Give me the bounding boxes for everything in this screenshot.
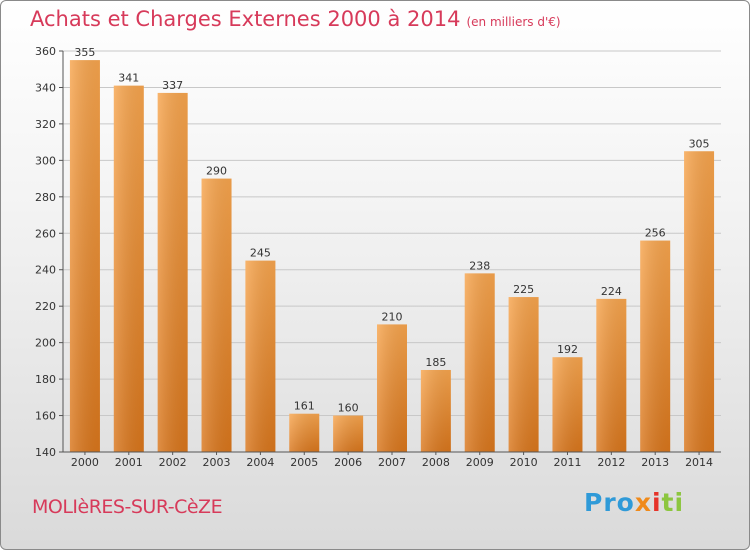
bar-sheen — [113, 85, 144, 452]
chart-title: Achats et Charges Externes 2000 à 2014 (e… — [30, 7, 561, 31]
x-tick-label: 2013 — [641, 456, 669, 469]
bar-sheen — [69, 60, 100, 452]
bar-value-label: 256 — [645, 227, 666, 240]
bar-sheen — [464, 273, 495, 452]
bar-sheen — [333, 415, 364, 452]
bars — [69, 60, 715, 452]
bar-sheen — [596, 298, 627, 452]
axes — [59, 50, 721, 455]
y-tick-label: 180 — [35, 373, 56, 386]
bar-sheen — [508, 297, 539, 452]
x-tick-label: 2000 — [71, 456, 99, 469]
labels: 140 160 180 200 220 240 260 280 300 320 340 360 355 2… — [35, 45, 713, 469]
y-tick-label: 160 — [35, 410, 56, 423]
bar-sheen — [377, 324, 407, 452]
y-tick-label: 320 — [35, 118, 56, 131]
logo-part-1: Pro — [584, 488, 635, 517]
bar-value-label: 192 — [557, 343, 578, 356]
x-tick-label: 2003 — [203, 456, 231, 469]
bar-value-label: 337 — [162, 79, 183, 92]
bar-value-label: 210 — [382, 310, 403, 323]
bar-value-label: 238 — [469, 259, 490, 272]
x-tick-label: 2001 — [115, 456, 143, 469]
y-tick-label: 220 — [35, 300, 56, 313]
x-tick-label: 2009 — [466, 456, 494, 469]
x-tick-label: 2005 — [290, 456, 318, 469]
logo-part-3: i — [651, 488, 662, 517]
bar-sheen — [289, 413, 320, 452]
x-tick-label: 2007 — [378, 456, 406, 469]
bar-value-label: 185 — [425, 356, 446, 369]
bar-value-label: 290 — [206, 165, 227, 178]
bar-sheen — [245, 260, 276, 452]
bar-value-label: 341 — [118, 72, 139, 85]
bar-value-label: 245 — [250, 247, 271, 260]
y-tick-label: 280 — [35, 191, 56, 204]
y-tick-label: 140 — [35, 446, 56, 459]
bar-value-label: 161 — [294, 400, 315, 413]
proxiti-logo: Proxiti — [584, 488, 684, 517]
x-tick-label: 2010 — [510, 456, 538, 469]
bar-sheen — [157, 92, 188, 452]
bar-sheen — [420, 369, 451, 452]
x-tick-label: 2006 — [334, 456, 362, 469]
bar-sheen — [640, 240, 671, 452]
x-tick-label: 2004 — [246, 456, 274, 469]
x-tick-label: 2012 — [597, 456, 625, 469]
y-tick-label: 200 — [35, 337, 56, 350]
chart-unit: (en milliers d'€) — [466, 15, 561, 29]
bar-value-label: 224 — [601, 285, 622, 298]
y-tick-label: 240 — [35, 264, 56, 277]
logo-part-4: ti — [661, 488, 685, 517]
y-tick-label: 260 — [35, 227, 56, 240]
city-name: MOLIèRES-SUR-CèZE — [32, 496, 223, 518]
bar-sheen — [201, 178, 232, 452]
x-tick-label: 2002 — [159, 456, 187, 469]
bar-value-label: 305 — [689, 137, 710, 150]
bar-value-label: 355 — [74, 46, 95, 59]
y-tick-label: 360 — [35, 45, 56, 58]
y-tick-label: 340 — [35, 81, 56, 94]
y-tick-label: 300 — [35, 154, 56, 167]
bar-sheen — [684, 151, 715, 452]
x-tick-label: 2008 — [422, 456, 450, 469]
x-tick-label: 2014 — [685, 456, 713, 469]
bar-value-label: 225 — [513, 283, 534, 296]
bar-value-label: 160 — [338, 402, 359, 415]
logo-part-2: x — [634, 488, 652, 517]
chart-title-text: Achats et Charges Externes 2000 à 2014 — [30, 7, 461, 31]
x-tick-label: 2011 — [553, 456, 581, 469]
bar-sheen — [552, 357, 583, 452]
